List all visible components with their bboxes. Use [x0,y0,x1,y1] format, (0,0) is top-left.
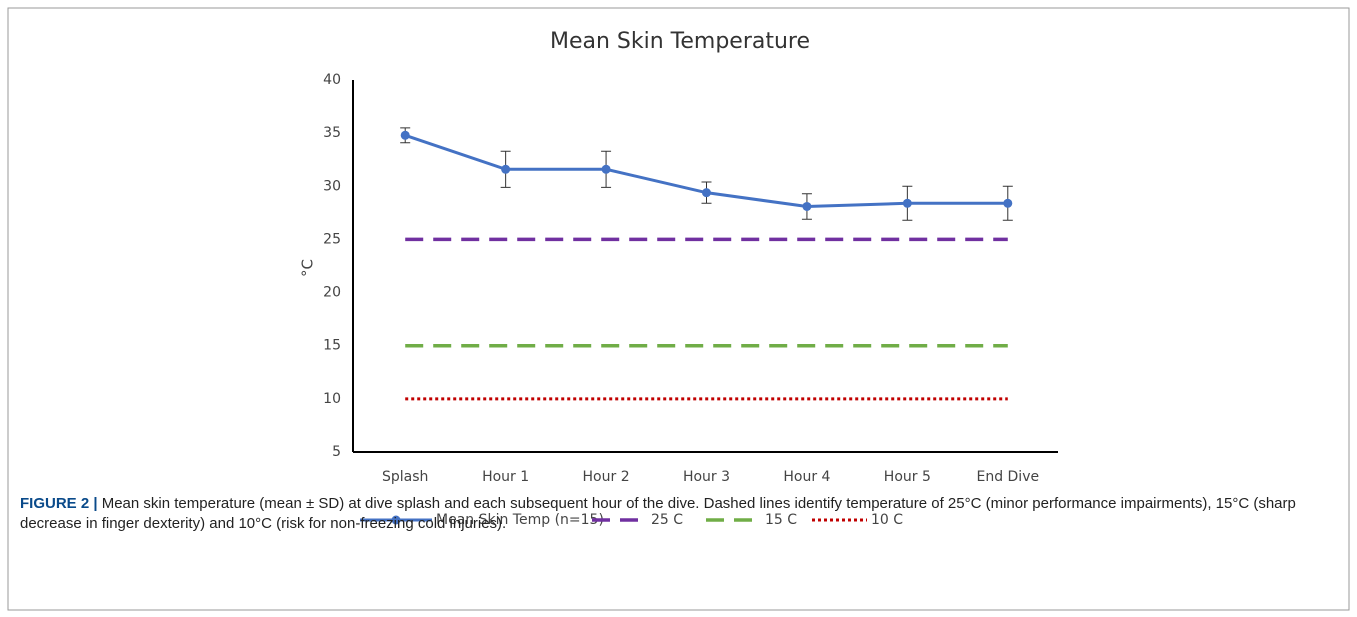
y-tick-label: 10 [323,391,341,407]
legend-label: 25 C [651,512,683,528]
x-tick-label: End Dive [976,469,1039,485]
x-tick-label: Hour 4 [783,469,830,485]
marker [601,164,611,174]
x-tick-label: Hour 5 [884,469,931,485]
y-tick-label: 5 [332,444,341,460]
legend-label: 10 C [871,512,903,528]
x-tick-label: Hour 3 [683,469,730,485]
chart-title: Mean Skin Temperature [550,29,810,54]
marker [902,198,912,208]
caption: FIGURE 2 | Mean skin temperature (mean ±… [20,494,1340,534]
marker [802,201,812,211]
y-axis-label: °C [299,259,317,277]
caption-label: FIGURE 2 | [20,495,98,512]
y-tick-label: 25 [323,231,341,247]
caption-text: Mean skin temperature (mean ± SD) at div… [20,495,1296,532]
y-tick-label: 35 [323,125,341,141]
frame [7,7,1350,611]
y-tick-label: 15 [323,338,341,354]
y-tick-label: 30 [323,178,341,194]
legend-marker [391,515,401,525]
x-tick-label: Splash [382,469,428,485]
marker [400,130,410,140]
marker [702,188,711,198]
legend-label: Mean Skin Temp (n=15) [436,512,604,528]
marker [1003,198,1013,208]
x-tick-label: Hour 2 [583,469,630,485]
legend-label: 15 C [765,512,797,528]
x-tick-label: Hour 1 [482,469,529,485]
marker [501,164,511,174]
y-tick-label: 40 [323,72,341,88]
y-tick-label: 20 [323,285,341,301]
